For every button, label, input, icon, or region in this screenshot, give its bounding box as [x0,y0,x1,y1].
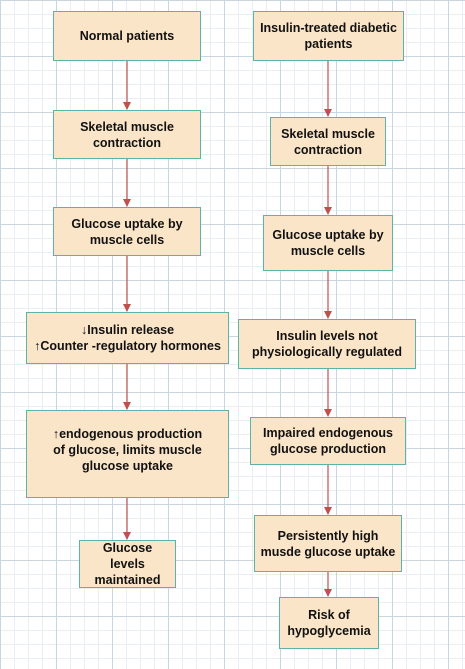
node-glucose-maintained: Glucose levels maintained [79,540,176,588]
node-glucose-uptake-left: Glucose uptake by muscle cells [53,207,201,256]
node-glucose-uptake-right: Glucose uptake by muscle cells [263,215,393,271]
node-normal-patients: Normal patients [53,11,201,61]
node-skeletal-muscle-contraction-left: Skeletal muscle contraction [53,110,201,159]
node-insulin-release: ↓Insulin release ↑Counter -regulatory ho… [26,312,229,364]
node-high-uptake: Persistently high musde glucose uptake [254,515,402,572]
node-impaired-production: Impaired endogenous glucose production [250,417,406,465]
node-hypoglycemia-risk: Risk of hypoglycemia [279,597,379,649]
node-endogenous-production: ↑endogenous production of glucose, limit… [26,410,229,498]
node-skeletal-muscle-contraction-right: Skeletal muscle contraction [270,117,386,166]
node-insulin-treated-patients: Insulin-treated diabetic patients [253,11,404,61]
node-insulin-not-regulated: Insulin levels not physiologically regul… [238,319,416,369]
